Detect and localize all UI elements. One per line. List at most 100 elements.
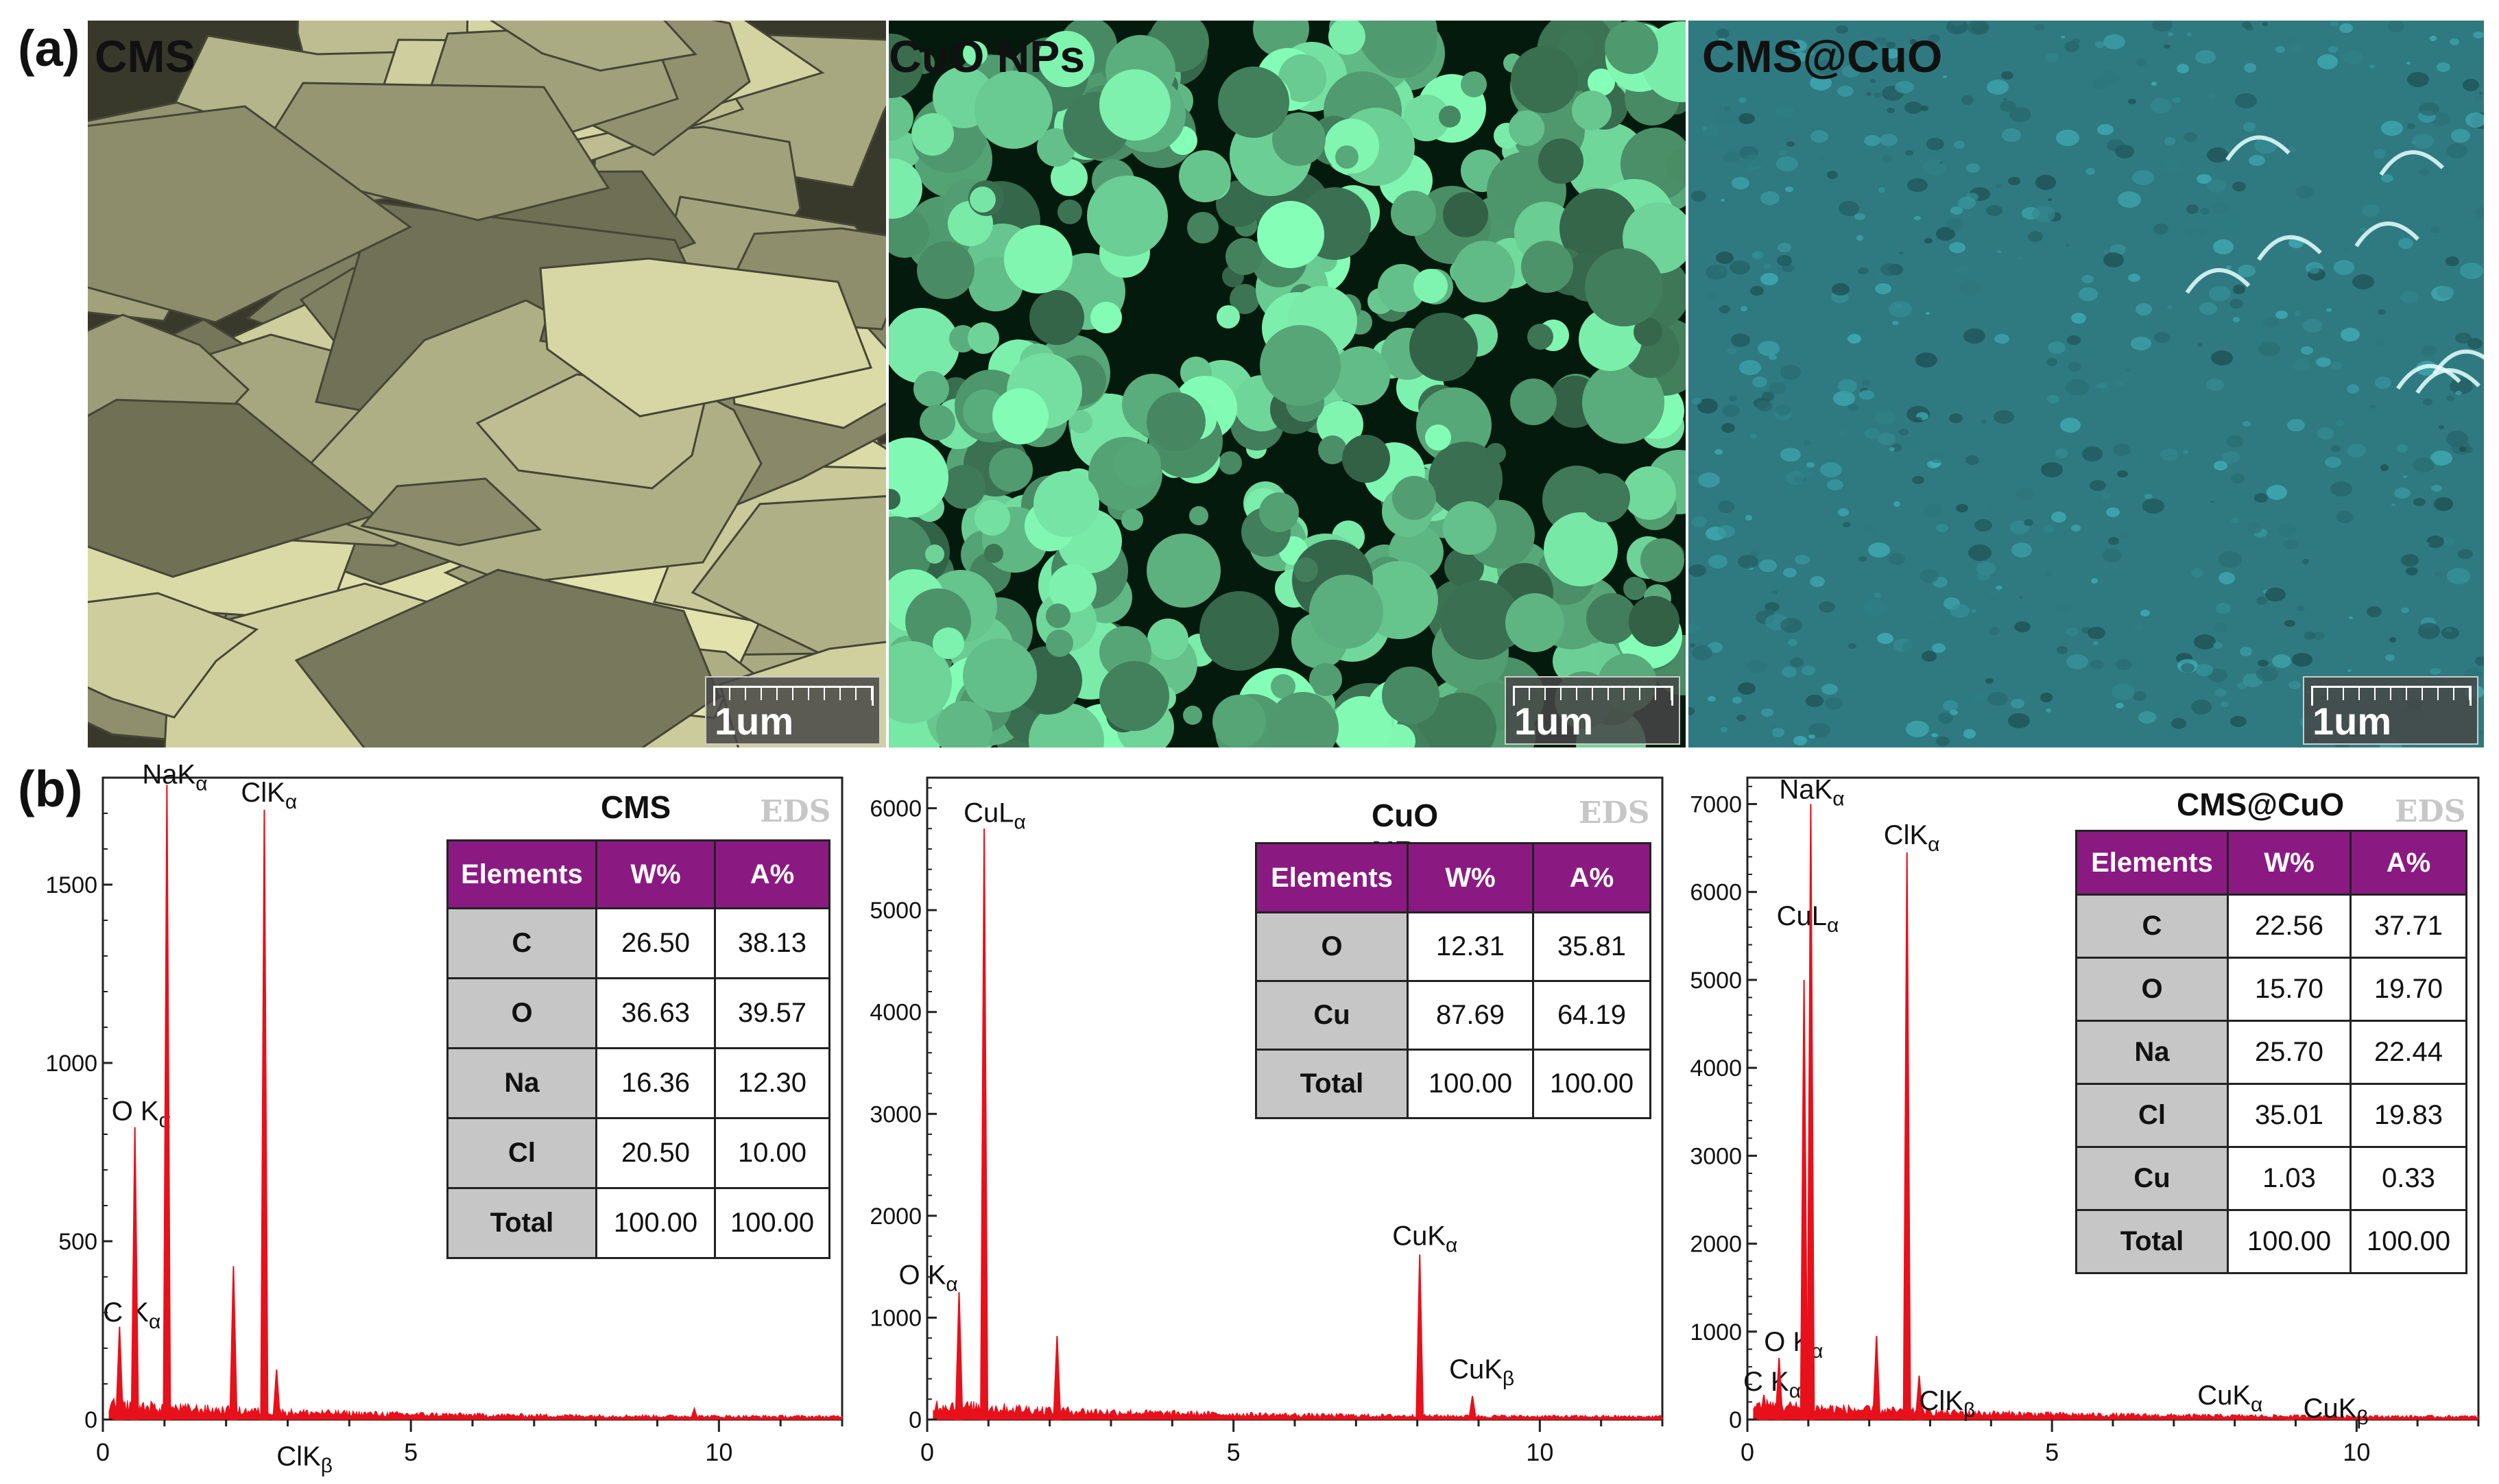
eds-tag: EDS <box>2395 794 2466 829</box>
table-cell: 12.31 <box>1407 911 1534 982</box>
spectrum-peak <box>1468 1396 1477 1420</box>
peak-label: CuLα <box>964 798 1026 833</box>
table-cell: 38.13 <box>714 907 830 979</box>
sem-title: CMS@CuO <box>1702 31 1943 82</box>
x-tick-label: 5 <box>1227 1438 1241 1466</box>
y-tick-label: 1500 <box>45 872 97 898</box>
spectrum-peak <box>1799 979 1808 1420</box>
sem-image-cuo-nps: CuO NPs 1um <box>889 21 1686 747</box>
table-cell: O <box>1255 911 1409 982</box>
x-tick-label: 10 <box>2343 1438 2370 1466</box>
table-row: Total 100.00 100.00 <box>446 1187 830 1259</box>
scale-bar-label: 1um <box>715 699 794 743</box>
table-cell: 20.50 <box>595 1117 716 1189</box>
table-header: W% <box>2227 830 2352 896</box>
peak-label: O Kα <box>899 1260 958 1295</box>
table-cell: 100.00 <box>2227 1209 2352 1274</box>
y-tick-label: 500 <box>58 1229 97 1255</box>
y-tick-label: 1000 <box>45 1051 97 1077</box>
table-cell: 37.71 <box>2349 894 2467 959</box>
figure-label-a: (a) <box>18 20 80 77</box>
eds-title: CMS <box>601 789 671 825</box>
table-header: W% <box>595 839 716 909</box>
x-tick-label: 10 <box>705 1438 732 1466</box>
composition-table-cms: Elements W% A% C 26.50 38.13 O 36.63 39.57 N… <box>446 839 830 1259</box>
spectrum-peak <box>1415 1254 1424 1420</box>
scale-bar-label: 1um <box>1514 699 1594 743</box>
table-cell: Total <box>2075 1209 2229 1274</box>
y-tick-label: 4000 <box>870 1000 922 1026</box>
x-tick-label: 10 <box>1526 1438 1553 1466</box>
spectrum-peak <box>163 785 171 1420</box>
table-cell: O <box>2075 957 2229 1022</box>
table-cell: 0.33 <box>2349 1146 2467 1211</box>
table-row: C 26.50 38.13 <box>446 907 830 979</box>
y-tick-label: 5000 <box>1690 968 1742 994</box>
x-tick-label: 0 <box>96 1438 110 1466</box>
table-cell: 100.00 <box>714 1187 830 1259</box>
table-row: Total 100.00 100.00 <box>1255 1049 1651 1119</box>
table-cell: Na <box>446 1047 597 1119</box>
peak-label: ClKβ <box>276 1441 333 1477</box>
table-cell: 1.03 <box>2227 1146 2352 1211</box>
y-tick-label: 4000 <box>1690 1055 1742 1081</box>
table-cell: 36.63 <box>595 977 716 1049</box>
spectrum-peak <box>260 809 269 1420</box>
y-tick-label: 2000 <box>1690 1232 1742 1258</box>
spectrum-peak <box>690 1407 699 1420</box>
spectrum-peak <box>1775 1358 1784 1420</box>
y-tick-label: 6000 <box>1690 880 1742 906</box>
table-row: O 36.63 39.57 <box>446 977 830 1049</box>
table-row: C 22.56 37.71 <box>2075 894 2467 959</box>
y-tick-label: 1000 <box>870 1305 922 1331</box>
table-cell: 39.57 <box>714 977 830 1049</box>
table-cell: Total <box>1255 1049 1409 1119</box>
table-row: Na 16.36 12.30 <box>446 1047 830 1119</box>
table-row: O 15.70 19.70 <box>2075 957 2467 1022</box>
spectrum-peak <box>1872 1336 1881 1420</box>
x-tick-label: 5 <box>404 1438 418 1466</box>
table-cell: 12.30 <box>714 1047 830 1119</box>
y-tick-label: 2000 <box>870 1204 922 1230</box>
spectrum-peak <box>1759 1394 1769 1420</box>
spectrum-peak <box>272 1369 281 1420</box>
sem-image-cms: CMS 1um <box>88 21 886 747</box>
sem-texture <box>1688 21 2484 747</box>
table-header: A% <box>714 839 830 909</box>
table-cell: Cu <box>1255 980 1409 1051</box>
table-row: Cl 20.50 10.00 <box>446 1117 830 1189</box>
table-cell: 100.00 <box>1532 1049 1651 1119</box>
table-row: Total 100.00 100.00 <box>2075 1209 2467 1274</box>
table-cell: Cl <box>446 1117 597 1189</box>
table-header: Elements <box>2075 830 2229 896</box>
peak-label: CuKα <box>1392 1221 1457 1256</box>
peak-label: NaKα <box>1779 775 1844 811</box>
table-cell: 22.44 <box>2349 1020 2467 1085</box>
table-cell: Cl <box>2075 1083 2229 1148</box>
y-tick-label: 7000 <box>1690 791 1742 817</box>
table-header: W% <box>1407 842 1534 913</box>
spectrum-peak <box>2284 1416 2296 1420</box>
y-tick-label: 1000 <box>1690 1319 1742 1345</box>
table-header: A% <box>1532 842 1651 913</box>
sem-image-cms-cuo: CMS@CuO 1um <box>1688 21 2484 747</box>
table-cell: 16.36 <box>595 1047 716 1119</box>
y-tick-label: 3000 <box>870 1101 922 1127</box>
y-tick-label: 6000 <box>870 796 922 822</box>
table-cell: 35.01 <box>2227 1083 2352 1148</box>
eds-tag: EDS <box>760 794 831 829</box>
table-header: Elements <box>1255 842 1409 913</box>
y-tick-label: 5000 <box>870 898 922 924</box>
y-tick-label: 0 <box>909 1407 922 1433</box>
spectrum-peak <box>130 1127 139 1420</box>
spectrum-peak <box>1902 852 1911 1420</box>
table-row: Cu 1.03 0.33 <box>2075 1146 2467 1211</box>
peak-label: ClKα <box>1884 820 1940 856</box>
peak-label: ClKβ <box>1920 1386 1976 1422</box>
peak-label: ClKα <box>241 778 297 813</box>
table-cell: 10.00 <box>714 1117 830 1189</box>
scale-bar: 1um <box>705 676 881 745</box>
